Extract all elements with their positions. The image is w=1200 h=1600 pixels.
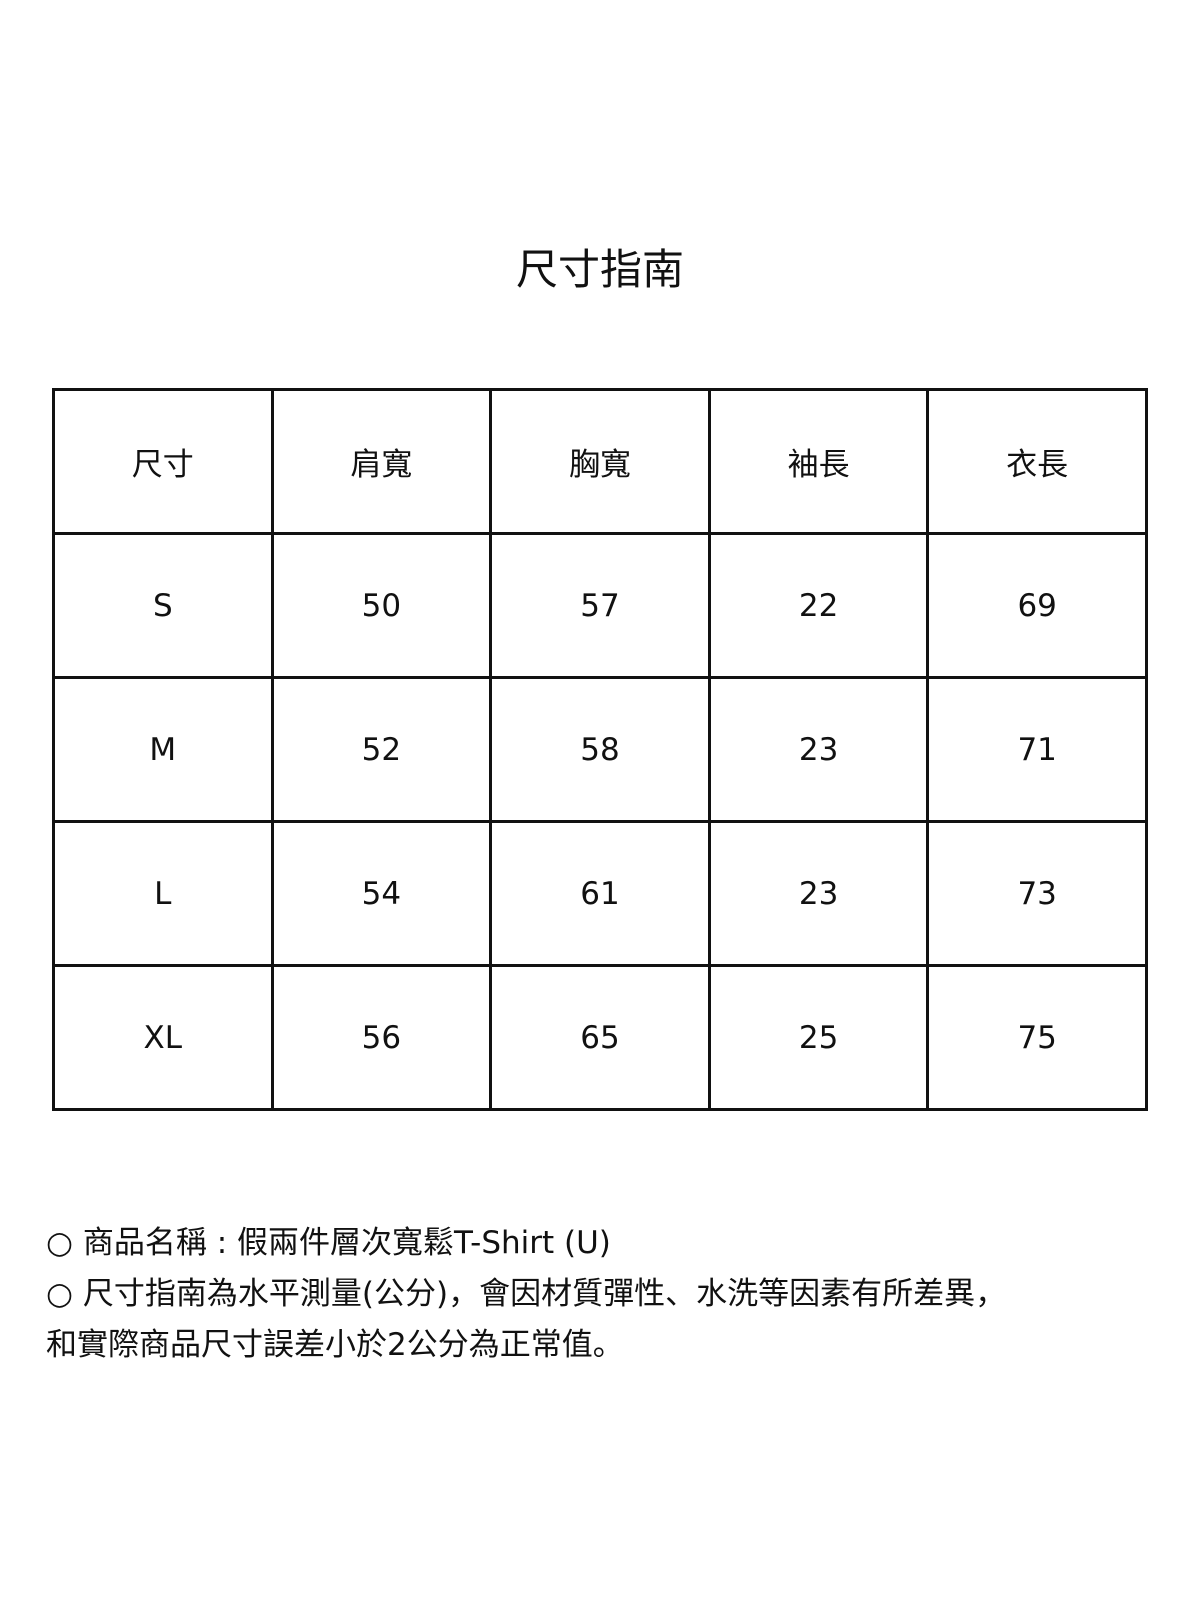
- table-row: S 50 57 22 69: [52, 532, 1148, 679]
- page-title: 尺寸指南: [515, 245, 684, 294]
- note-measurement: ○ 尺寸指南為水平測量(公分)，會因材質彈性、水洗等因素有所差異，: [46, 1276, 1007, 1312]
- table-cell: 57: [489, 532, 711, 679]
- table-cell: 58: [489, 676, 711, 823]
- table-cell: S: [52, 532, 274, 679]
- table-cell: XL: [52, 964, 274, 1111]
- notes: ○ 商品名稱 : 假兩件層次寬鬆T-Shirt (U) ○ 尺寸指南為水平測量(…: [46, 1218, 1006, 1371]
- table-row: XL 56 65 25 75: [52, 964, 1148, 1111]
- header-cell: 尺寸: [52, 388, 274, 535]
- table-cell: 54: [270, 820, 493, 967]
- table-cell: 65: [489, 964, 711, 1111]
- table-cell: 75: [926, 964, 1148, 1111]
- header-cell: 肩寬: [270, 388, 493, 535]
- table-cell: 71: [926, 676, 1148, 823]
- table-cell: 22: [707, 532, 930, 679]
- table-cell: 23: [707, 676, 930, 823]
- table-cell: 50: [270, 532, 493, 679]
- table-cell: L: [52, 820, 274, 967]
- table-cell: 52: [270, 676, 493, 823]
- note-tolerance: 和實際商品尺寸誤差小於2公分為正常值。: [46, 1327, 624, 1363]
- note-product-name: ○ 商品名稱 : 假兩件層次寬鬆T-Shirt (U): [46, 1225, 611, 1261]
- table-cell: 73: [926, 820, 1148, 967]
- table-cell: 69: [926, 532, 1148, 679]
- header-row: 尺寸 肩寬 胸寬 袖長 衣長: [52, 388, 1148, 535]
- table-cell: M: [52, 676, 274, 823]
- size-table: 尺寸 肩寬 胸寬 袖長 衣長 S 50 57 22 69 M 52 58 23 71 L 54 61 23 73 XL 5…: [52, 388, 1148, 1111]
- table-row: M 52 58 23 71: [52, 676, 1148, 823]
- table-cell: 56: [270, 964, 493, 1111]
- table-cell: 23: [707, 820, 930, 967]
- table-cell: 61: [489, 820, 711, 967]
- table-row: L 54 61 23 73: [52, 820, 1148, 967]
- header-cell: 袖長: [707, 388, 930, 535]
- header-cell: 衣長: [926, 388, 1148, 535]
- header-cell: 胸寬: [489, 388, 711, 535]
- table-cell: 25: [707, 964, 930, 1111]
